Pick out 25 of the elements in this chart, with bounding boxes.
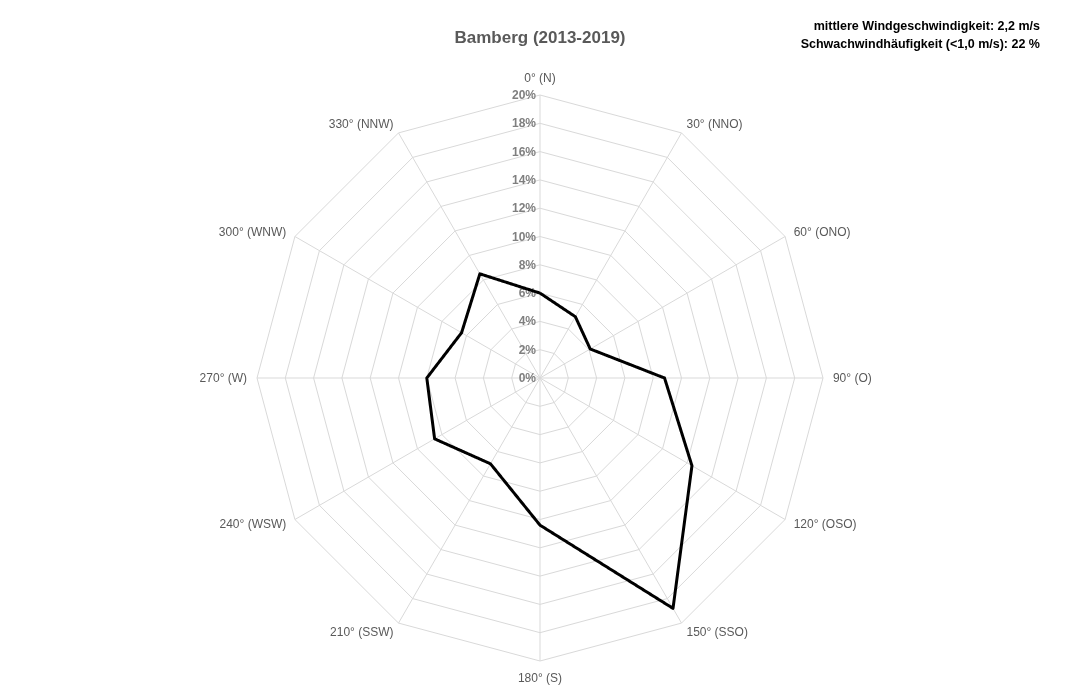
spoke-label: 90° (O) [832,371,872,385]
spoke-label: 0° (N) [524,71,556,86]
y-tick-label: 14% [511,172,537,187]
y-tick-label: 12% [511,201,537,216]
spoke-label: 30° (NNO) [686,117,743,132]
spoke-label: 270° (W) [199,371,248,385]
spoke-label: 240° (WSW) [219,517,287,532]
text: Schwachwindhäufigkeit (<1,0 m/s): 22 % [800,37,1040,51]
spoke-label: 330° (NNW) [328,117,394,132]
y-tick-label: 8% [518,257,537,272]
text: mittlere Windgeschwindigkeit: 2,2 m/s [813,19,1041,33]
spoke-label: 210° (SSW) [330,624,394,639]
y-tick-label: 18% [511,116,537,131]
y-tick-label: 20% [511,88,537,102]
y-tick-label: 2% [518,342,537,357]
spoke-label: 180° (S) [517,670,563,685]
y-tick-label: 16% [511,144,537,159]
spoke-label: 60° (ONO) [793,224,851,239]
spoke-label: 150° (SSO) [686,624,748,639]
spoke-label: 120° (OSO) [793,517,857,532]
y-tick-label: 10% [511,229,537,244]
spoke-label: 300° (WNW) [218,224,287,239]
y-tick-label: 0% [518,371,537,385]
chart-title: Bamberg (2013-2019) [454,28,626,47]
y-tick-label: 4% [518,314,537,329]
